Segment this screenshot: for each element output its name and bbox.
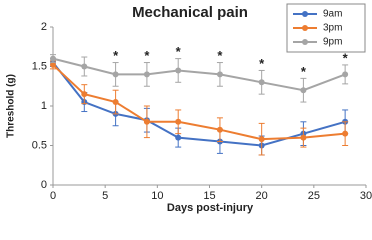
y-tick-label: 1.5 — [32, 60, 47, 72]
annotation: * — [144, 48, 150, 63]
legend-label: 9am — [323, 9, 342, 20]
x-tick-label: 0 — [50, 190, 56, 202]
data-point — [143, 71, 150, 78]
y-tick-label: 0 — [41, 179, 47, 191]
data-point — [81, 63, 88, 70]
data-point — [81, 91, 88, 98]
data-point — [112, 71, 119, 78]
x-tick-label: 5 — [102, 190, 108, 202]
data-point — [342, 71, 349, 78]
x-tick-label: 15 — [203, 190, 215, 202]
legend-label: 3pm — [323, 23, 342, 34]
y-tick-label: 1 — [41, 100, 47, 112]
annotation: * — [301, 64, 307, 79]
data-point — [50, 55, 56, 62]
legend-marker — [302, 39, 308, 45]
data-point — [143, 118, 150, 125]
y-tick-label: 2 — [41, 21, 47, 33]
data-point — [258, 79, 265, 86]
x-tick-label: 25 — [308, 190, 320, 202]
data-point — [258, 136, 265, 143]
y-tick-label: 0.5 — [32, 139, 47, 151]
data-point — [175, 134, 182, 141]
chart-title: Mechanical pain — [132, 4, 248, 21]
annotation: * — [113, 48, 119, 63]
annotation: * — [259, 56, 265, 71]
data-point — [50, 61, 56, 68]
x-tick-label: 20 — [256, 190, 268, 202]
legend-marker — [302, 25, 308, 31]
data-point — [175, 118, 182, 125]
legend-label: 9pm — [323, 37, 342, 48]
x-axis-label: Days post-injury — [167, 202, 254, 214]
annotation: * — [176, 44, 182, 59]
y-axis-label: Threshold (g) — [6, 74, 17, 138]
data-point — [112, 99, 119, 106]
x-tick-label: 30 — [360, 190, 372, 202]
chart: Mechanical pain Days post-injury Thresho… — [6, 3, 372, 214]
data-point — [300, 87, 307, 94]
data-point — [300, 134, 307, 141]
x-tick-label: 10 — [151, 190, 163, 202]
data-point — [216, 126, 223, 133]
data-point — [216, 71, 223, 78]
data-point — [342, 130, 349, 137]
data-point — [175, 67, 182, 74]
legend-marker — [302, 11, 308, 17]
annotation: * — [217, 48, 223, 63]
annotation: * — [343, 50, 349, 65]
